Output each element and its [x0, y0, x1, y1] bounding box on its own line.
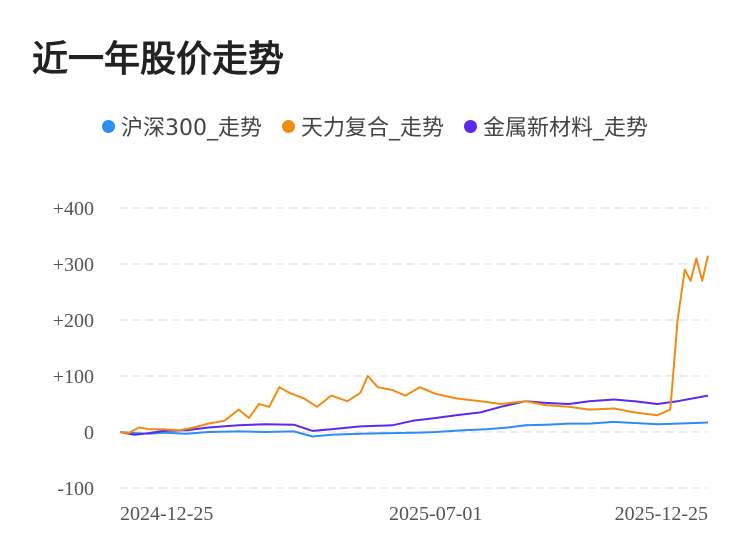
series-line-2	[119, 394, 709, 436]
x-tick-label: 2025-07-01	[389, 503, 482, 525]
y-tick-label: +100	[53, 366, 94, 388]
legend-item-metal[interactable]: 金属新材料_走势	[464, 110, 648, 142]
y-tick-label: -100	[57, 478, 94, 500]
y-tick-label: +300	[53, 254, 94, 276]
y-tick-label: +400	[53, 198, 94, 220]
legend-dot-icon	[281, 119, 295, 133]
legend: 沪深300_走势 天力复合_走势 金属新材料_走势	[0, 110, 750, 142]
legend-item-csi300[interactable]: 沪深300_走势	[101, 110, 262, 142]
legend-dot-icon	[101, 119, 115, 133]
legend-label: 金属新材料_走势	[483, 116, 649, 141]
chart-title: 近一年股价走势	[32, 39, 285, 80]
legend-label: 天力复合_走势	[300, 116, 444, 141]
y-tick-label: 0	[84, 422, 94, 444]
legend-item-tianli[interactable]: 天力复合_走势	[281, 110, 444, 142]
y-tick-label: +200	[53, 310, 94, 332]
series-line-0	[119, 420, 709, 438]
legend-label: 沪深300_走势	[120, 116, 262, 141]
x-tick-label: 2024-12-25	[120, 503, 213, 525]
legend-dot-icon	[464, 119, 477, 133]
series-line-1	[119, 255, 709, 435]
x-tick-label: 2025-12-25	[615, 503, 708, 525]
